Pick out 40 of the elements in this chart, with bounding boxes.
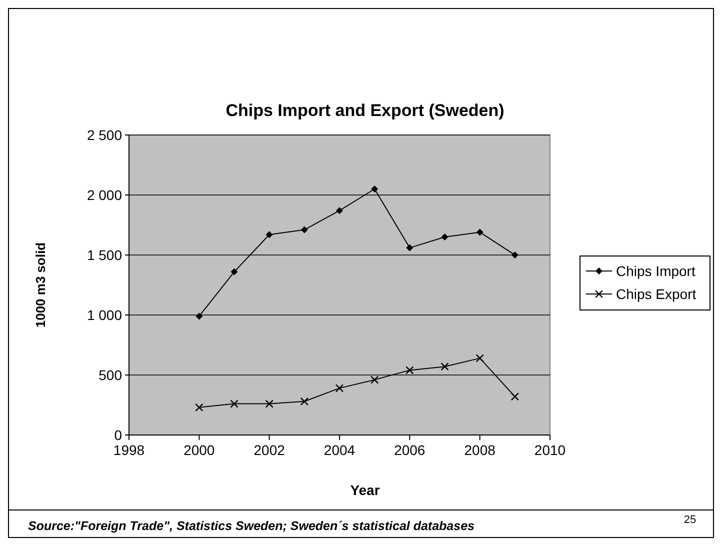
text: 25 — [684, 514, 696, 526]
legend-label: Chips Export — [616, 286, 696, 302]
point — [406, 366, 414, 374]
x-tick-label: 1998 — [113, 442, 145, 458]
y-tick-label: 1 500 — [86, 246, 122, 263]
point — [230, 400, 238, 408]
source-note: Source:"Foreign Trade", Statistics Sweden; Sweden´s statistical databases — [28, 519, 475, 533]
point — [476, 228, 484, 236]
point — [476, 354, 484, 362]
y-axis-title: 1000 m3 solid — [33, 242, 48, 328]
y-tick-label: 2 500 — [86, 126, 122, 143]
point — [511, 252, 518, 258]
point — [266, 231, 273, 238]
y-tick-label: 0 — [114, 426, 122, 443]
x-tick-label: 2008 — [464, 442, 496, 458]
y-tick-label: 500 — [98, 366, 122, 383]
x-tick-label: 2000 — [184, 442, 215, 458]
x-tick-label: 2002 — [254, 442, 286, 458]
point — [265, 400, 274, 408]
chart-title: Chips Import and Export (Sweden) — [226, 101, 504, 120]
y-tick-label: 1 000 — [86, 306, 122, 323]
point — [440, 362, 449, 371]
y-tick-label: 2 000 — [86, 186, 122, 203]
point — [230, 268, 238, 276]
point — [300, 226, 308, 234]
point — [196, 312, 203, 320]
x-tick-label: 2006 — [394, 442, 426, 458]
point — [406, 244, 414, 252]
point — [370, 376, 379, 384]
point — [441, 234, 448, 240]
x-tick-label: 2010 — [534, 442, 566, 458]
point — [371, 186, 378, 192]
point — [336, 207, 343, 214]
point — [300, 397, 309, 406]
point — [195, 403, 204, 412]
x-tick-label: 2004 — [324, 442, 356, 458]
point — [335, 384, 344, 392]
point — [510, 392, 520, 401]
x-axis-title: Year — [350, 482, 380, 498]
legend-label: Chips Import — [616, 262, 696, 279]
